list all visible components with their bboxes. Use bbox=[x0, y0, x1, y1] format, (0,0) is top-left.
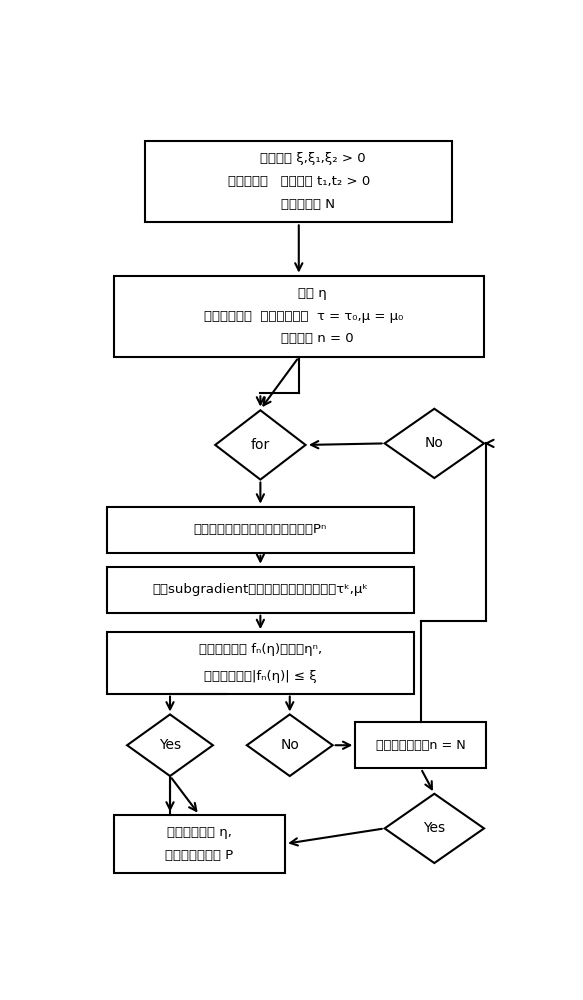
Text: 最大迭代数 N: 最大迭代数 N bbox=[281, 198, 335, 211]
Text: No: No bbox=[280, 738, 299, 752]
Text: 及最佳发送功率 P: 及最佳发送功率 P bbox=[165, 849, 234, 862]
Text: Yes: Yes bbox=[159, 738, 181, 752]
Text: 能效 η: 能效 η bbox=[298, 287, 326, 300]
Polygon shape bbox=[215, 410, 305, 480]
Polygon shape bbox=[127, 714, 213, 776]
Bar bbox=[355, 722, 486, 768]
Text: 利用subgradient算法更新拉格朗日参数：τᵏ,μᵏ: 利用subgradient算法更新拉格朗日参数：τᵏ,μᵏ bbox=[152, 583, 368, 596]
Text: Yes: Yes bbox=[423, 821, 445, 835]
Text: 并进行判决：|fₙ(η)| ≤ ξ: 并进行判决：|fₙ(η)| ≤ ξ bbox=[204, 670, 317, 683]
Text: 迭代次数 n = 0: 迭代次数 n = 0 bbox=[280, 332, 353, 345]
Bar bbox=[114, 276, 484, 357]
Text: 获得最佳能效 η,: 获得最佳能效 η, bbox=[167, 826, 232, 839]
Text: 计算能效函数 fₙ(η)及能效ηⁿ,: 计算能效函数 fₙ(η)及能效ηⁿ, bbox=[199, 643, 322, 656]
Polygon shape bbox=[385, 794, 484, 863]
Text: 计算每次衰落状态下的最佳功率：Pⁿ: 计算每次衰落状态下的最佳功率：Pⁿ bbox=[194, 523, 327, 536]
Bar bbox=[107, 567, 414, 613]
Bar bbox=[107, 507, 414, 553]
Text: for: for bbox=[251, 438, 270, 452]
Bar bbox=[145, 141, 452, 222]
Bar bbox=[114, 815, 285, 873]
Polygon shape bbox=[247, 714, 333, 776]
Text: 判决迭代次数，n = N: 判决迭代次数，n = N bbox=[376, 739, 466, 752]
Text: 容错误差 ξ,ξ₁,ξ₂ > 0: 容错误差 ξ,ξ₁,ξ₂ > 0 bbox=[259, 152, 365, 165]
Text: No: No bbox=[425, 436, 444, 450]
Text: 初始化参数：  拉格朗日乘子  τ = τ₀,μ = μ₀: 初始化参数： 拉格朗日乘子 τ = τ₀,μ = μ₀ bbox=[203, 310, 403, 323]
Bar bbox=[107, 632, 414, 694]
Text: 设置参数：   迭代步长 t₁,t₂ > 0: 设置参数： 迭代步长 t₁,t₂ > 0 bbox=[228, 175, 370, 188]
Polygon shape bbox=[385, 409, 484, 478]
